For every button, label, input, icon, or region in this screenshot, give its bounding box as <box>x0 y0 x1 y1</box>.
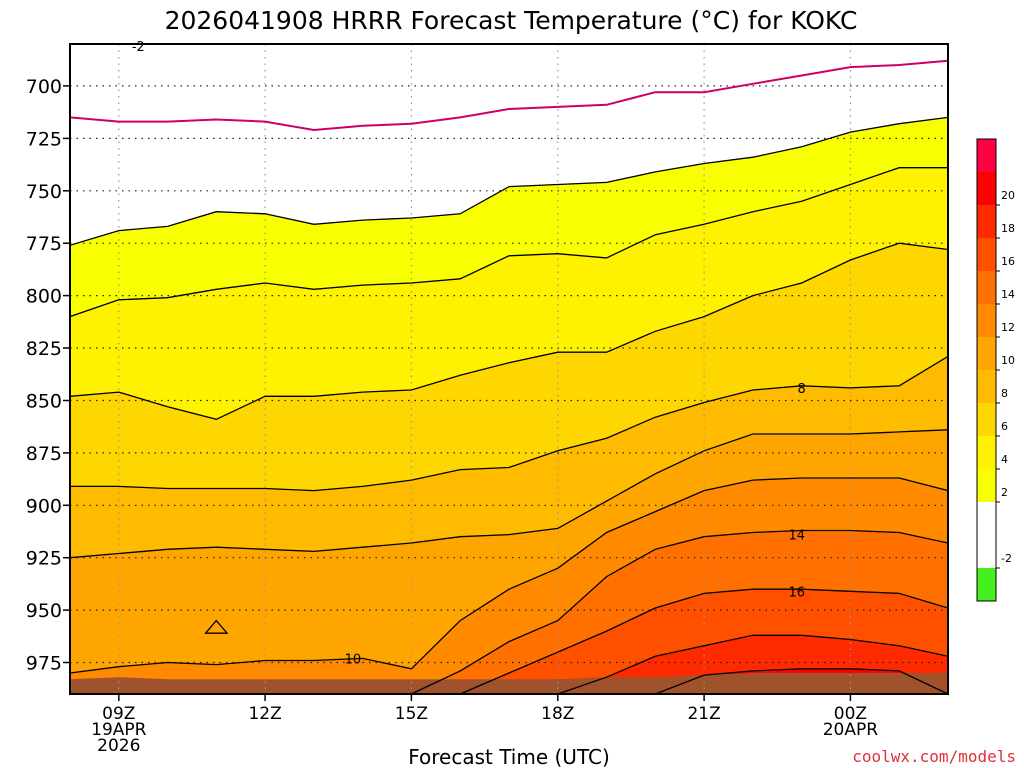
y-tick-label-950: 950 <box>26 600 62 622</box>
contour-line-8 <box>70 355 948 492</box>
y-tick-label-725: 725 <box>26 128 62 150</box>
y-tick-label-900: 900 <box>26 495 62 517</box>
contour-label--2: -2 <box>132 40 145 55</box>
colorbar-label-18: 18 <box>1001 222 1015 235</box>
contour-line-16 <box>70 588 948 694</box>
y-tick-label-850: 850 <box>26 391 62 413</box>
colorbar-swatch-6 <box>977 403 996 436</box>
colorbar-label-16: 16 <box>1001 255 1015 268</box>
colorbar-swatch--2 <box>977 502 996 568</box>
x-tick-label-12-0: 12Z <box>248 704 281 724</box>
colorbar-label-4: 4 <box>1001 453 1008 466</box>
colorbar-swatch--4 <box>977 568 996 601</box>
colorbar-label-10: 10 <box>1001 354 1015 367</box>
grid-lines <box>70 44 948 694</box>
y-tick-label-750: 750 <box>26 181 62 203</box>
plot-frame <box>69 43 949 695</box>
contour-line-0 <box>70 59 948 132</box>
colorbar-swatch-18 <box>977 205 996 238</box>
contour-lines <box>70 44 948 694</box>
y-tick-label-700: 700 <box>26 76 62 98</box>
contour-line-4 <box>70 167 948 318</box>
colorbar: 20 18 16 14 12 10 8 6 4 2 -2 <box>976 138 1015 602</box>
colorbar-swatch-20 <box>977 172 996 205</box>
colorbar-swatch-14 <box>977 271 996 304</box>
contour-line-20 <box>70 668 948 694</box>
contour-label-8: 8 <box>798 382 806 397</box>
y-axis: 700 725 750 775 800 825 850 875 900 925 950 975 <box>26 76 70 675</box>
contour-line-14 <box>70 529 948 694</box>
contour-line-18 <box>70 634 948 694</box>
contour-label-16: 16 <box>789 585 806 600</box>
colorbar-swatch-8 <box>977 370 996 403</box>
ground-surface <box>70 673 948 694</box>
chart-title: 2026041908 HRRR Forecast Temperature (°C… <box>165 6 858 35</box>
credit-link[interactable]: coolwx.com/models <box>852 747 1016 766</box>
contour-line-2 <box>70 116 948 246</box>
colorbar-label-12: 12 <box>1001 321 1015 334</box>
contour-line-10 <box>70 429 948 559</box>
colorbar-swatch-16 <box>977 238 996 271</box>
x-tick-label-21-0: 21Z <box>687 704 720 724</box>
contour-line-12 <box>70 477 948 674</box>
y-tick-label-875: 875 <box>26 443 62 465</box>
y-tick-label-800: 800 <box>26 286 62 308</box>
colorbar-swatch-10 <box>977 337 996 370</box>
colorbar-swatch-4 <box>977 436 996 469</box>
colorbar-swatch-22 <box>977 139 996 172</box>
x-tick-label-24-1: 20APR <box>823 720 879 740</box>
x-tick-label-15-0: 15Z <box>395 704 428 724</box>
contour-closed-small <box>204 619 229 634</box>
x-tick-label-9-2: 2026 <box>97 736 140 756</box>
colorbar-label--2: -2 <box>1001 552 1012 565</box>
y-tick-label-925: 925 <box>26 548 62 570</box>
colorbar-label-14: 14 <box>1001 288 1015 301</box>
colorbar-swatch-2 <box>977 469 996 502</box>
contour-label-14: 14 <box>789 529 806 544</box>
colorbar-label-6: 6 <box>1001 420 1008 433</box>
y-tick-label-825: 825 <box>26 338 62 360</box>
x-tick-label-9-1: 19APR <box>91 720 147 740</box>
colorbar-swatch-12 <box>977 304 996 337</box>
colorbar-label-8: 8 <box>1001 387 1008 400</box>
y-tick-label-775: 775 <box>26 233 62 255</box>
x-tick-label-18-0: 18Z <box>541 704 574 724</box>
temperature-fill-bands <box>70 60 948 694</box>
ground-layer <box>70 673 948 694</box>
x-axis-title: Forecast Time (UTC) <box>408 745 610 768</box>
contour-label-10: 10 <box>345 652 362 667</box>
y-tick-label-975: 975 <box>26 653 62 675</box>
x-tick-label-9-0: 09Z <box>102 704 135 724</box>
colorbar-label-20: 20 <box>1001 189 1015 202</box>
contour-line-6 <box>70 242 948 420</box>
colorbar-label-2: 2 <box>1001 486 1008 499</box>
x-tick-label-24-0: 00Z <box>834 704 867 724</box>
